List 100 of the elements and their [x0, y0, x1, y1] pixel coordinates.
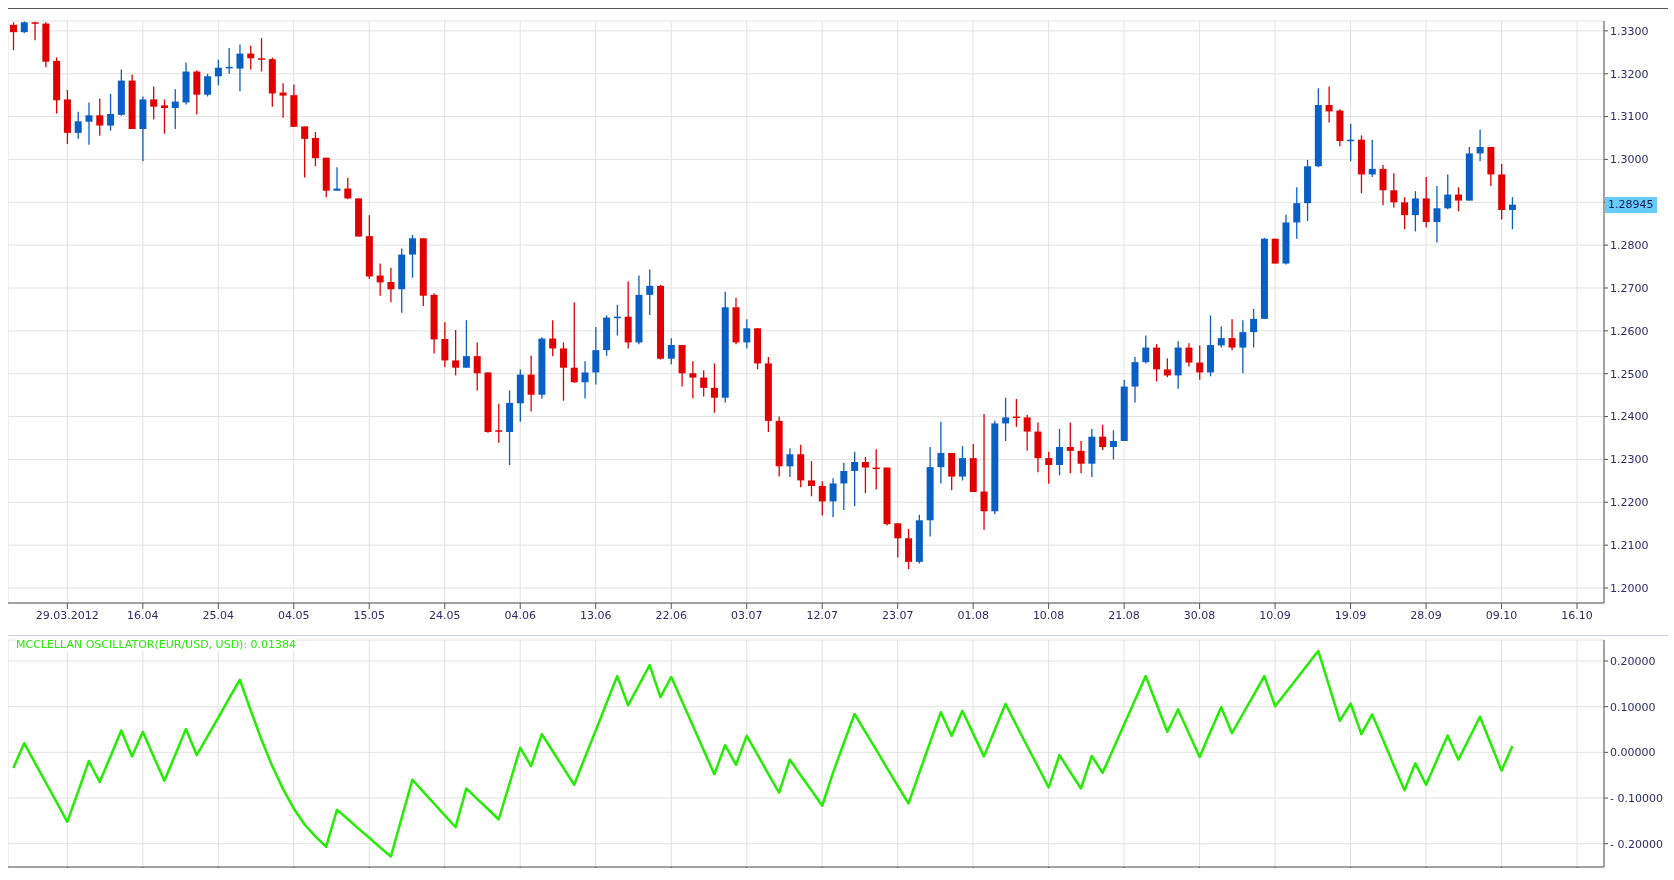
- candlestick: [958, 445, 966, 482]
- candlestick: [1390, 172, 1398, 209]
- candlestick: [1228, 318, 1236, 351]
- candlestick: [452, 329, 460, 377]
- candlestick: [85, 101, 93, 146]
- y-tick-label: 1.3300: [1610, 24, 1649, 38]
- candlestick: [861, 456, 869, 494]
- candlestick: [1066, 421, 1074, 474]
- candlestick: [1023, 414, 1031, 452]
- chart-title: MCCLELLAN OSCILLATOR(EUR/USD, USD): 0.01384: [16, 638, 297, 651]
- x-tick-label: 21.08: [1108, 608, 1140, 622]
- candlestick: [1045, 451, 1053, 485]
- candlestick: [258, 37, 266, 73]
- candlestick: [1142, 334, 1150, 365]
- candlestick: [829, 477, 837, 518]
- candlestick: [160, 98, 168, 135]
- x-tick-label: 30.08: [1183, 608, 1216, 622]
- x-tick-label: 04.05: [278, 608, 310, 622]
- candlestick: [462, 319, 470, 369]
- candlestick: [851, 451, 859, 507]
- candlestick: [1163, 357, 1171, 378]
- candlestick: [441, 321, 449, 368]
- x-tick-label: 23.07: [881, 608, 914, 622]
- candlestick: [1196, 344, 1204, 381]
- candlestick: [646, 268, 654, 316]
- candlestick: [171, 88, 179, 130]
- y-tick-label: 1.3000: [1610, 153, 1649, 167]
- candlestick: [894, 522, 902, 559]
- candlestick: [1250, 308, 1258, 349]
- candlestick: [96, 97, 104, 137]
- candlestick: [1002, 397, 1010, 442]
- candlestick: [107, 93, 115, 132]
- candlestick: [193, 69, 201, 116]
- candlestick: [700, 369, 708, 398]
- y-tick-label: 1.2800: [1610, 239, 1649, 253]
- candlestick: [1099, 424, 1107, 451]
- candlestick: [840, 462, 848, 511]
- x-tick-label: 16.04: [127, 608, 159, 622]
- candlestick: [10, 21, 17, 51]
- x-tick-label: 15.05: [353, 608, 386, 622]
- x-tick-label: 04.06: [504, 608, 536, 622]
- text: 1.28945: [1605, 196, 1657, 213]
- candlestick: [581, 360, 589, 400]
- candlestick: [473, 341, 481, 392]
- x-tick-label: 12.07: [806, 608, 838, 622]
- candlestick: [1153, 343, 1161, 383]
- candlestick: [311, 131, 319, 167]
- x-tick-label: 25.04: [202, 608, 235, 622]
- candlestick: [905, 528, 913, 570]
- candlestick: [527, 355, 535, 413]
- y-tick-label: 1.2000: [1610, 581, 1649, 595]
- candlestick: [948, 452, 956, 491]
- candlestick: [743, 318, 751, 350]
- candlestick: [937, 421, 945, 485]
- candlestick: [1401, 196, 1409, 230]
- x-tick-label: 01.08: [957, 608, 989, 622]
- candlestick: [980, 413, 988, 531]
- y-tick-label: 1.2100: [1610, 539, 1649, 553]
- candlestick: [301, 125, 309, 179]
- candlestick: [387, 267, 395, 303]
- candlestick: [1368, 139, 1376, 178]
- candlestick: [1217, 325, 1225, 349]
- candlestick: [1379, 164, 1387, 206]
- candlestick: [1077, 440, 1085, 474]
- candlestick: [786, 447, 794, 478]
- candlestick: [710, 362, 718, 414]
- candlestick: [1444, 173, 1452, 210]
- candlestick: [279, 82, 287, 119]
- y-tick-label: 0.00000: [1610, 746, 1656, 760]
- candlestick: [74, 111, 82, 140]
- candlestick: [818, 480, 826, 517]
- x-tick-label: 29.03.2012: [35, 608, 99, 622]
- x-tick-label: 24.05: [428, 608, 461, 622]
- candlestick: [214, 58, 222, 86]
- y-tick-label: 1.2500: [1610, 367, 1649, 381]
- candlestick: [1422, 176, 1430, 229]
- y-tick-label: 1.3200: [1610, 67, 1649, 81]
- candlestick: [150, 85, 158, 121]
- candlestick: [1109, 429, 1117, 461]
- candlestick: [1411, 190, 1419, 233]
- x-tick-label: 09.10: [1485, 608, 1518, 622]
- candlestick: [344, 177, 352, 200]
- candlestick: [559, 341, 567, 402]
- candlestick: [592, 326, 600, 386]
- y-tick-label: 1.2400: [1610, 410, 1649, 424]
- y-tick-label: 1.2600: [1610, 324, 1649, 338]
- candlestick: [1185, 342, 1193, 368]
- y-tick-label: - 0.20000: [1610, 837, 1663, 851]
- candlestick: [333, 166, 341, 192]
- candlestick: [1325, 85, 1333, 124]
- candlestick: [1293, 186, 1301, 240]
- y-tick-label: 1.2700: [1610, 281, 1649, 295]
- x-tick-label: 10.08: [1032, 608, 1065, 622]
- y-tick-label: - 0.10000: [1610, 791, 1663, 805]
- candlestick: [1433, 185, 1441, 244]
- y-tick-label: 1.3100: [1610, 110, 1649, 124]
- x-tick-label: 28.09: [1410, 608, 1442, 622]
- x-tick-label: 16.10: [1561, 608, 1593, 622]
- candlestick: [495, 403, 503, 444]
- candlestick: [570, 301, 578, 384]
